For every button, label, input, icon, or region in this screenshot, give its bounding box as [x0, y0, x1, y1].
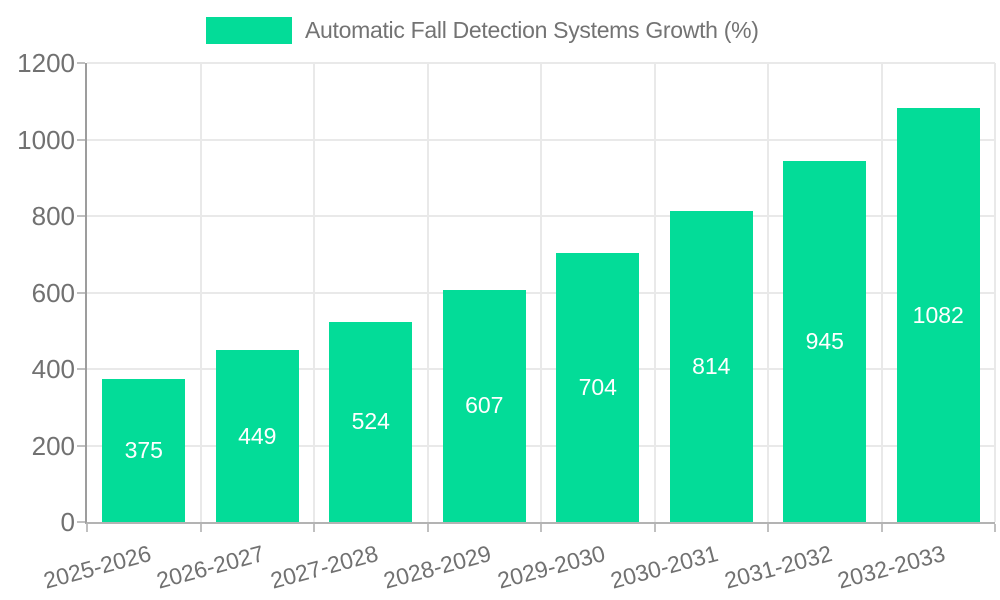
v-gridline — [199, 63, 202, 522]
bar-value-label: 814 — [692, 352, 731, 379]
bar-2031-2032[interactable]: 945 — [783, 160, 867, 522]
y-axis-tick-label: 600 — [31, 277, 75, 308]
y-axis-tick-label: 400 — [31, 354, 75, 384]
v-gridline — [880, 63, 883, 522]
y-tick-mark — [77, 368, 85, 370]
v-gridline — [653, 63, 656, 522]
y-tick-mark — [77, 444, 85, 447]
bar-2025-2026[interactable]: 375 — [102, 378, 186, 522]
x-tick-mark — [86, 524, 88, 532]
bar-2030-2031[interactable]: 814 — [669, 210, 753, 522]
bar-value-label: 945 — [805, 327, 844, 354]
legend-label: Automatic Fall Detection Systems Growth … — [305, 17, 759, 43]
x-axis-tick-label: 2026-2027 — [153, 540, 267, 594]
bar-value-label: 524 — [351, 408, 390, 435]
y-tick-mark — [77, 291, 85, 294]
y-axis-tick-label: 800 — [31, 201, 75, 231]
x-tick-mark — [994, 524, 996, 532]
bar-2027-2028[interactable]: 524 — [329, 321, 413, 522]
plot-area: 375 449 524 607 704 814 945 1082 — [77, 62, 996, 532]
x-axis-tick-label: 2031-2032 — [721, 540, 835, 594]
x-tick-mark — [199, 524, 202, 532]
y-axis-tick-label: 1000 — [17, 124, 75, 155]
legend-swatch-icon — [206, 17, 292, 44]
x-axis-tick-label: 2025-2026 — [40, 540, 154, 594]
x-axis-tick-label: 2028-2029 — [380, 540, 494, 594]
x-axis-tick-label: 2032-2033 — [834, 540, 948, 594]
v-gridline — [767, 63, 769, 522]
bar-value-label: 375 — [124, 436, 163, 463]
x-tick-mark — [313, 524, 315, 532]
bar-2028-2029[interactable]: 607 — [442, 289, 526, 522]
x-tick-mark — [767, 524, 769, 532]
chart-legend[interactable]: Automatic Fall Detection Systems Growth … — [206, 17, 759, 44]
x-axis-tick-label: 2029-2030 — [494, 540, 608, 594]
bar-2032-2033[interactable]: 1082 — [896, 108, 980, 522]
x-tick-mark — [653, 524, 656, 532]
bar-2029-2030[interactable]: 704 — [556, 252, 640, 522]
y-axis-tick-label: 200 — [31, 430, 75, 461]
bar-value-label: 704 — [578, 373, 617, 400]
y-axis-tick-label: 0 — [60, 507, 75, 537]
x-tick-mark — [426, 524, 429, 532]
x-axis-tick-label: 2027-2028 — [267, 540, 381, 594]
bar-value-label: 607 — [465, 392, 504, 419]
y-tick-mark — [77, 62, 85, 64]
y-tick-mark — [77, 138, 85, 141]
y-axis-tick-label: 1200 — [17, 48, 75, 78]
v-gridline — [994, 63, 996, 522]
x-tick-mark — [540, 524, 542, 532]
x-axis-tick-label: 2030-2031 — [607, 540, 721, 594]
x-tick-mark — [880, 524, 883, 532]
v-gridline — [540, 63, 542, 522]
y-tick-mark — [77, 521, 85, 523]
y-tick-mark — [77, 215, 85, 217]
v-gridline — [313, 63, 315, 522]
bar-2026-2027[interactable]: 449 — [215, 350, 299, 522]
bar-value-label: 1082 — [912, 301, 964, 328]
v-gridline — [426, 63, 429, 522]
bar-value-label: 449 — [238, 422, 277, 449]
